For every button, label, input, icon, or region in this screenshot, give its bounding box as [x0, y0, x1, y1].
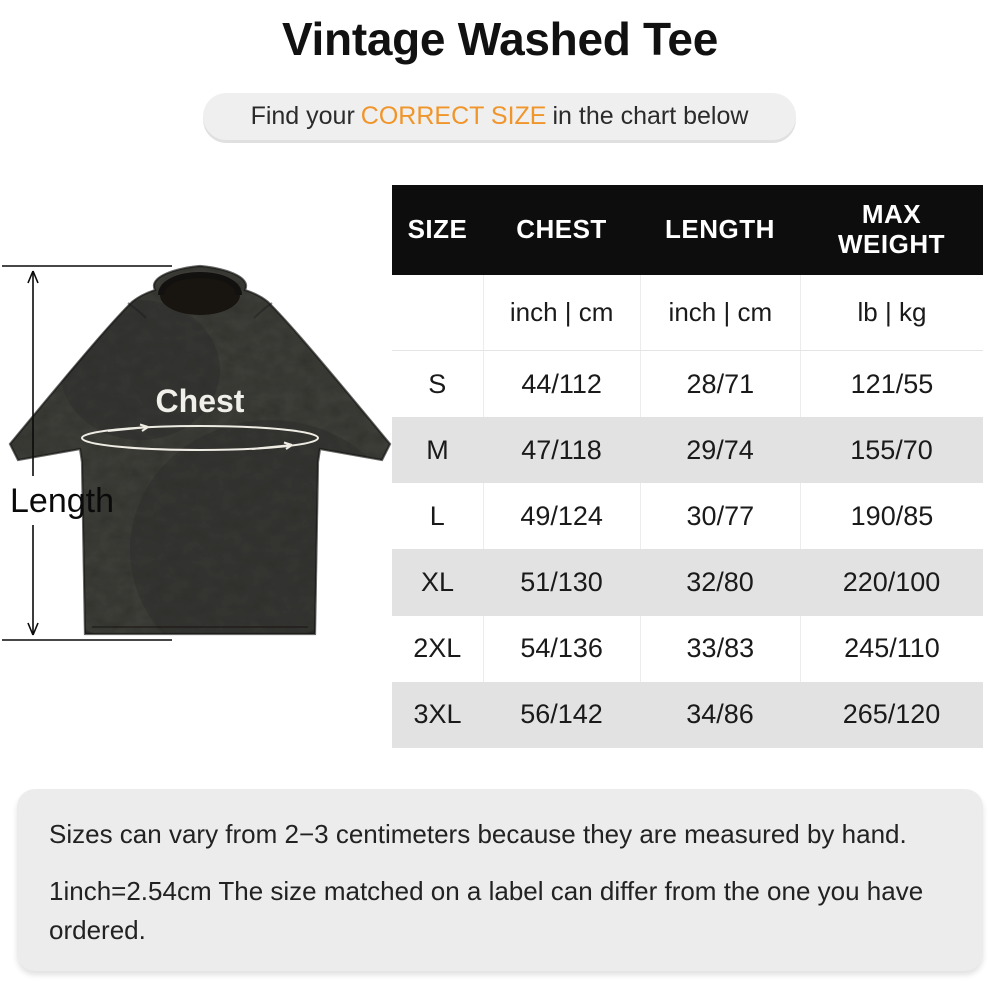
svg-text:Length: Length [10, 482, 114, 520]
svg-text:Chest: Chest [156, 383, 245, 419]
